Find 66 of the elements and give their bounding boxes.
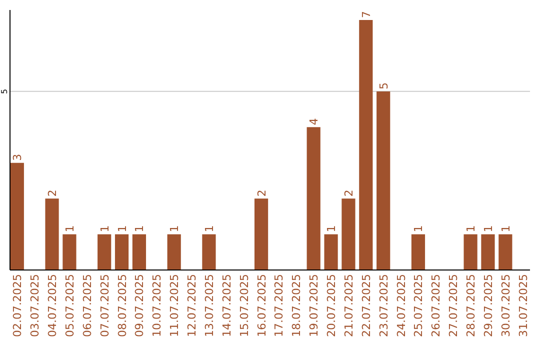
data-label: 1 bbox=[168, 225, 182, 232]
x-tick-label: 21.07.2025 bbox=[342, 274, 356, 337]
data-label: 2 bbox=[342, 190, 356, 197]
data-label: 1 bbox=[133, 225, 146, 232]
bar bbox=[464, 234, 478, 270]
x-tick-label: 13.07.2025 bbox=[202, 274, 216, 337]
data-label: 7 bbox=[360, 11, 373, 18]
bar bbox=[342, 198, 356, 270]
bar bbox=[167, 234, 181, 270]
x-tick-label: 17.07.2025 bbox=[272, 274, 286, 337]
x-tick-label: 12.07.2025 bbox=[186, 274, 199, 337]
x-tick-label: 27.07.2025 bbox=[447, 274, 460, 337]
bar bbox=[132, 234, 146, 270]
bar bbox=[498, 234, 512, 270]
x-tick-label: 31.07.2025 bbox=[516, 274, 530, 337]
x-tick-label: 02.07.2025 bbox=[11, 274, 24, 337]
x-tick-label: 22.07.2025 bbox=[360, 274, 373, 337]
x-tick-label: 06.07.2025 bbox=[80, 274, 94, 337]
bar bbox=[359, 20, 373, 270]
x-tick-label: 16.07.2025 bbox=[255, 274, 268, 337]
x-tick-label: 18.07.2025 bbox=[290, 274, 304, 337]
bar bbox=[62, 234, 76, 270]
x-tick-label: 09.07.2025 bbox=[133, 274, 146, 337]
data-label: 1 bbox=[98, 225, 112, 232]
x-tick-label: 04.07.2025 bbox=[46, 274, 60, 337]
x-tick-label: 30.07.2025 bbox=[499, 274, 512, 337]
x-tick-label: 05.07.2025 bbox=[63, 274, 76, 337]
data-label: 5 bbox=[377, 82, 390, 90]
x-tick-label: 26.07.2025 bbox=[430, 274, 443, 337]
data-label: 1 bbox=[63, 225, 76, 232]
data-label: 3 bbox=[11, 154, 24, 161]
x-tick-label: 15.07.2025 bbox=[238, 274, 251, 337]
data-label: 2 bbox=[46, 190, 60, 197]
data-label: 1 bbox=[464, 225, 478, 232]
data-label: 4 bbox=[308, 118, 321, 126]
x-tick-label: 19.07.2025 bbox=[308, 274, 321, 337]
x-tick-label: 10.07.2025 bbox=[150, 274, 164, 337]
bar bbox=[114, 234, 129, 270]
data-label: 1 bbox=[499, 225, 512, 232]
data-label: 2 bbox=[255, 190, 268, 197]
bar bbox=[98, 234, 112, 270]
bar bbox=[324, 234, 338, 270]
x-tick-label: 23.07.2025 bbox=[377, 274, 390, 337]
x-tick-label: 08.07.2025 bbox=[116, 274, 129, 337]
data-label: 1 bbox=[482, 225, 495, 232]
data-label: 1 bbox=[202, 225, 216, 232]
bar bbox=[254, 198, 268, 270]
x-tick-label: 14.07.2025 bbox=[220, 274, 234, 337]
x-tick-label: 11.07.2025 bbox=[168, 274, 182, 337]
x-tick-label: 28.07.2025 bbox=[464, 274, 478, 337]
x-tick-label: 03.07.2025 bbox=[28, 274, 42, 337]
bar bbox=[306, 127, 320, 270]
x-tick-label: 24.07.2025 bbox=[394, 274, 408, 337]
x-tick-label: 25.07.2025 bbox=[412, 274, 426, 337]
bar bbox=[10, 162, 24, 270]
x-tick-label: 07.07.2025 bbox=[98, 274, 112, 337]
bar bbox=[481, 234, 495, 270]
x-tick-label: 20.07.2025 bbox=[325, 274, 338, 337]
bar bbox=[376, 91, 390, 270]
bar bbox=[45, 198, 59, 270]
bar bbox=[411, 234, 426, 270]
data-label: 1 bbox=[412, 225, 426, 232]
x-tick-label: 29.07.2025 bbox=[482, 274, 495, 337]
data-label: 1 bbox=[325, 225, 338, 232]
data-label: 1 bbox=[116, 225, 129, 232]
bar bbox=[202, 234, 216, 270]
